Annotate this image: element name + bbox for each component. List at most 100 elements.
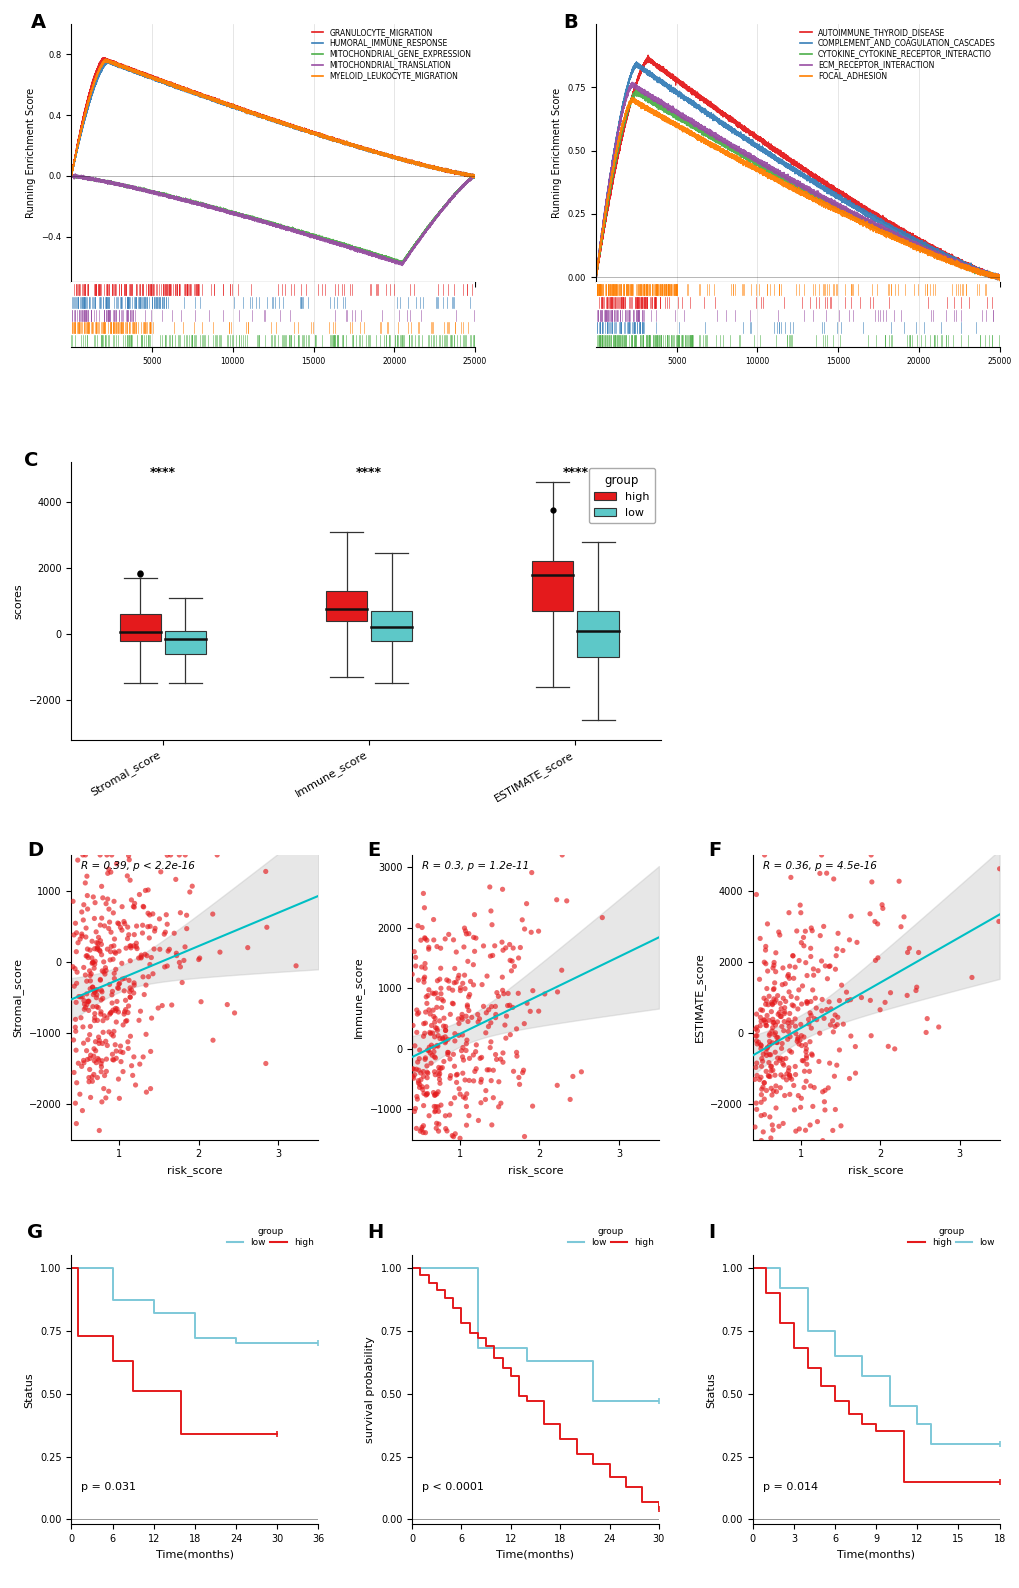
Point: [465, 951, 481, 977]
Point: [438, 1118, 454, 1143]
Point: [418, 1135, 434, 1161]
Point: [429, 1034, 445, 1059]
Point: [485, 1058, 501, 1083]
Bar: [532, 562, 573, 611]
Point: [90, 935, 106, 961]
Point: [417, 926, 433, 951]
Point: [454, 1048, 471, 1073]
Point: [122, 867, 139, 892]
Point: [89, 935, 105, 961]
Point: [437, 1104, 453, 1129]
Point: [435, 1013, 451, 1039]
Point: [105, 1046, 121, 1072]
Point: [431, 1070, 447, 1096]
Point: [95, 1008, 111, 1034]
Point: [797, 918, 813, 943]
Point: [899, 940, 915, 966]
Point: [441, 1002, 458, 1027]
Point: [132, 999, 149, 1024]
Point: [876, 989, 893, 1015]
Point: [781, 1013, 797, 1039]
Point: [757, 1078, 773, 1104]
Point: [829, 921, 846, 946]
Point: [774, 1064, 791, 1089]
Point: [77, 943, 94, 969]
Point: [773, 1051, 790, 1077]
Point: [790, 1083, 806, 1108]
Point: [137, 942, 153, 967]
Y-axis label: Status: Status: [705, 1372, 715, 1407]
Point: [446, 1021, 463, 1046]
Point: [787, 1007, 803, 1032]
Point: [805, 962, 821, 988]
Point: [94, 980, 110, 1005]
Point: [444, 978, 461, 1004]
Point: [75, 892, 92, 918]
Point: [757, 988, 773, 1013]
Point: [764, 1118, 781, 1143]
Point: [91, 1046, 107, 1072]
Point: [426, 1059, 442, 1085]
Point: [87, 905, 103, 931]
Y-axis label: scores: scores: [13, 583, 23, 619]
Point: [412, 1072, 428, 1097]
Point: [439, 1027, 455, 1053]
Point: [143, 945, 159, 970]
Point: [424, 1019, 440, 1045]
Point: [415, 1064, 431, 1089]
Point: [110, 1067, 126, 1093]
Point: [425, 1039, 441, 1064]
Point: [413, 1067, 429, 1093]
Point: [453, 1045, 470, 1070]
Point: [822, 996, 839, 1021]
Point: [105, 946, 121, 972]
Point: [775, 1008, 792, 1034]
Point: [455, 962, 472, 988]
Text: R = 0.36, p = 4.5e-16: R = 0.36, p = 4.5e-16: [762, 861, 875, 870]
Point: [825, 1064, 842, 1089]
Point: [779, 964, 795, 989]
Point: [86, 981, 102, 1007]
Point: [181, 880, 198, 905]
Point: [437, 1116, 453, 1142]
Point: [89, 994, 105, 1019]
Point: [436, 1031, 452, 1056]
Point: [422, 1131, 438, 1156]
Point: [495, 981, 512, 1007]
Point: [752, 1035, 768, 1061]
Point: [487, 1002, 503, 1027]
Point: [68, 939, 85, 964]
Point: [454, 970, 471, 996]
Point: [765, 970, 782, 996]
Bar: [371, 611, 412, 640]
Point: [78, 1039, 95, 1064]
Point: [123, 888, 140, 913]
Point: [449, 966, 466, 991]
Point: [497, 1026, 514, 1051]
Point: [480, 997, 496, 1023]
Point: [483, 912, 499, 937]
Point: [419, 1059, 435, 1085]
Point: [873, 892, 890, 918]
Point: [504, 935, 521, 961]
Point: [166, 921, 182, 946]
Point: [141, 926, 157, 951]
Point: [419, 1081, 435, 1107]
Point: [116, 966, 132, 991]
Point: [117, 988, 133, 1013]
Point: [430, 1062, 446, 1088]
Text: ****: ****: [561, 465, 588, 480]
Text: H: H: [367, 1223, 383, 1242]
Point: [501, 992, 518, 1018]
Point: [132, 945, 149, 970]
Point: [457, 918, 473, 943]
Point: [70, 985, 87, 1010]
Point: [81, 1069, 97, 1094]
Point: [94, 873, 110, 899]
Point: [463, 1005, 479, 1031]
Point: [453, 1005, 470, 1031]
Point: [483, 1112, 499, 1137]
Point: [827, 943, 844, 969]
Point: [432, 935, 448, 961]
Point: [122, 975, 139, 1000]
